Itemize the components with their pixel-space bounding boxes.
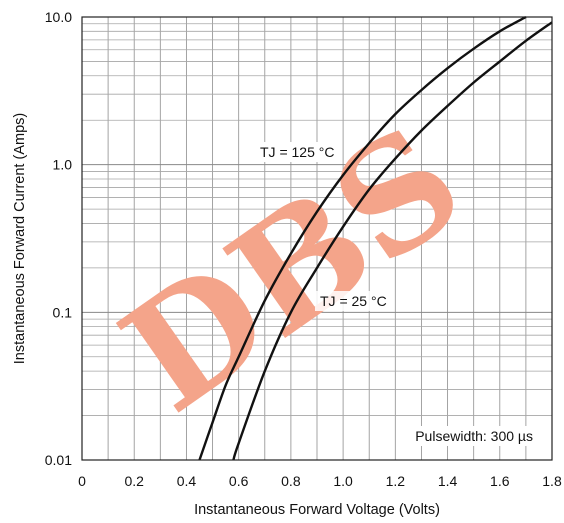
x-axis-label: Instantaneous Forward Voltage (Volts) — [194, 502, 440, 518]
y-tick-labels: 0.01 0.1 1.0 10.0 — [45, 9, 72, 468]
series-line-0 — [198, 15, 527, 461]
series-line-1 — [232, 21, 553, 461]
y-tick-label: 0.1 — [53, 304, 73, 320]
x-tick-labels: 0 0.2 0.4 0.6 0.8 1.0 1.2 1.4 1.6 1.8 — [78, 473, 562, 489]
annotation-tj-25: TJ = 25 °C — [315, 291, 392, 311]
x-tick-label: 0.8 — [281, 473, 301, 489]
grid — [82, 17, 552, 460]
x-tick-label: 0.6 — [229, 473, 249, 489]
plot-frame — [81, 16, 553, 461]
y-axis-label: Instantaneous Forward Current (Amps) — [12, 113, 28, 364]
annotation-pulsewidth: Pulsewidth: 300 µs — [410, 426, 538, 446]
pulsewidth-label: Pulsewidth: 300 µs — [415, 428, 533, 444]
x-tick-label: 0 — [78, 473, 86, 489]
x-tick-label: 1.4 — [438, 473, 458, 489]
x-tick-label: 1.6 — [490, 473, 510, 489]
y-tick-label: 10.0 — [45, 9, 72, 25]
x-tick-label: 1.0 — [333, 473, 353, 489]
y-tick-label: 1.0 — [53, 157, 73, 173]
annotation-tj-125: TJ = 125 °C — [255, 142, 340, 162]
x-tick-label: 0.2 — [124, 473, 144, 489]
x-tick-label: 1.8 — [542, 473, 562, 489]
x-tick-label: 0.4 — [177, 473, 197, 489]
series-label-tj-125: TJ = 125 °C — [260, 144, 334, 160]
y-tick-label: 0.01 — [45, 452, 72, 468]
series-layer — [198, 15, 553, 461]
series-label-tj-25: TJ = 25 °C — [320, 293, 387, 309]
x-tick-label: 1.2 — [386, 473, 406, 489]
